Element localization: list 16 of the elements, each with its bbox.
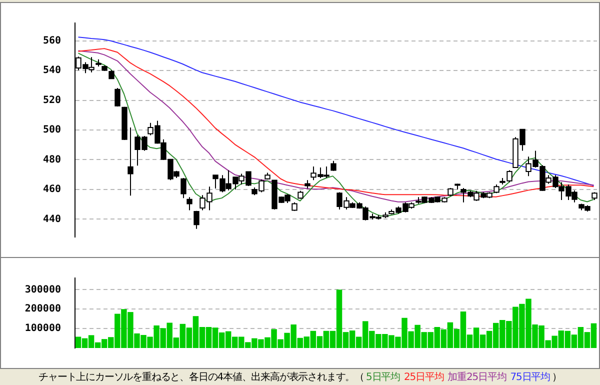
text: ） [552, 372, 562, 383]
y-tick-label: 460 [42, 184, 61, 196]
y-tick-label: 200000 [24, 304, 61, 315]
y-tick-label: 540 [42, 65, 61, 76]
y-tick-label: 520 [42, 94, 61, 106]
y-tick-label: 300000 [24, 284, 61, 296]
y-tick-label: 560 [42, 35, 61, 46]
y-tick-label: 440 [42, 214, 61, 225]
text: 25日平均 [404, 372, 444, 383]
y-tick-label: 100000 [24, 323, 61, 334]
text: 75日平均 [510, 372, 550, 383]
text: 5日平均 [366, 372, 400, 383]
y-tick-label: 500 [42, 124, 61, 136]
y-tick-label: 480 [42, 154, 61, 166]
text: チャート上にカーソルを重ねると、各日の4本値、出来高が表示されます。（ [38, 372, 364, 383]
text: 加重25日平均 [448, 372, 506, 383]
